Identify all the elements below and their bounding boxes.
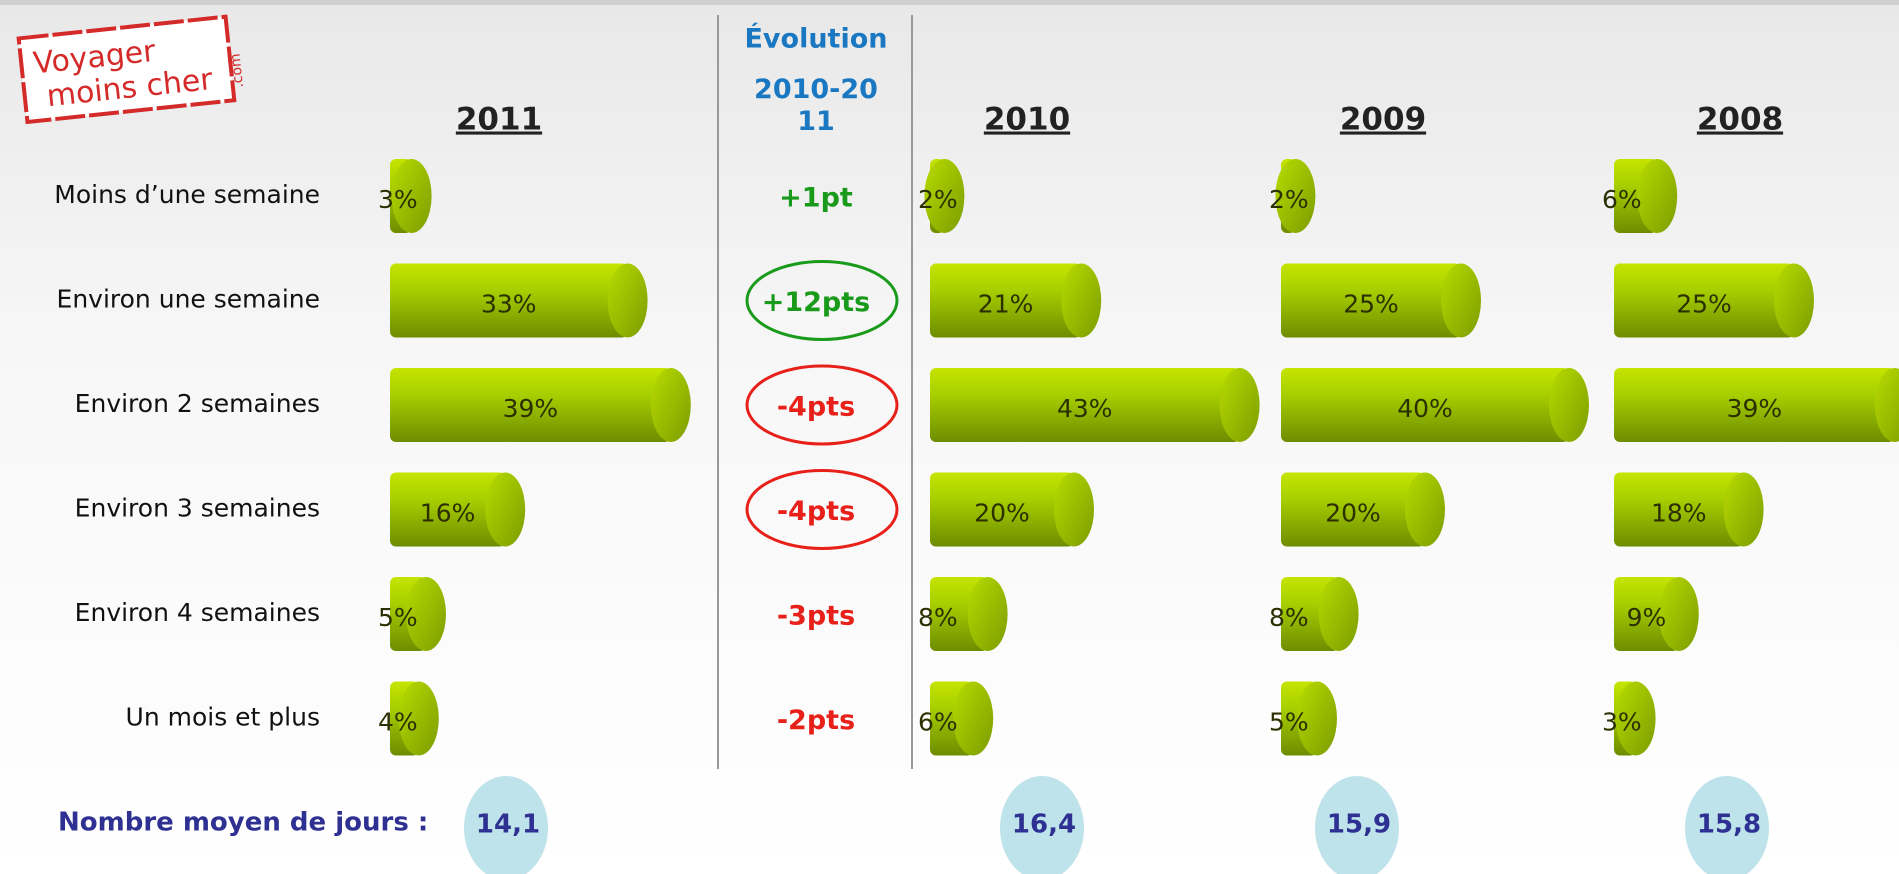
value-label: 6%	[1602, 185, 1642, 214]
category-label: Un mois et plus	[126, 703, 320, 732]
value-label: 39%	[1727, 394, 1783, 423]
logo-frame	[16, 14, 237, 125]
average-bubble	[1685, 776, 1769, 874]
bar-cap	[485, 472, 526, 547]
value-label: 4%	[378, 708, 418, 737]
bar	[1614, 472, 1744, 547]
bar	[930, 368, 1240, 442]
highlight-circle	[745, 260, 899, 341]
bar	[930, 472, 1074, 547]
value-label: 43%	[1057, 394, 1113, 423]
evolution-label: -3pts	[777, 601, 855, 632]
evolution-label: +1pt	[779, 183, 853, 214]
bar-cap	[1637, 159, 1678, 233]
top-strip	[0, 0, 1899, 5]
value-label: 5%	[1269, 708, 1309, 737]
average-label: 15,9	[1327, 810, 1391, 840]
bar-cap	[1774, 263, 1814, 338]
value-label: 2%	[1269, 185, 1309, 214]
panel-title: 2011	[456, 102, 542, 138]
bar-cap	[1061, 263, 1102, 338]
evolution-label: -4pts	[777, 392, 855, 423]
bar-cap	[650, 368, 691, 442]
evolution-label: -2pts	[777, 705, 855, 736]
bar-cap	[1297, 681, 1337, 756]
panel-title: 2008	[1697, 102, 1783, 138]
value-label: 9%	[1627, 603, 1667, 632]
logo: Voyager moins cher .com	[16, 14, 247, 125]
bar	[390, 472, 506, 547]
average-bubble	[464, 776, 548, 874]
bar-cap	[953, 681, 994, 756]
value-label: 33%	[481, 290, 537, 319]
value-label: 2%	[918, 185, 958, 214]
bar-cap	[391, 159, 432, 233]
panel-title: 2009	[1340, 102, 1426, 138]
bar-cap	[1658, 577, 1699, 651]
bar	[1281, 263, 1461, 338]
value-label: 8%	[918, 603, 958, 632]
bar	[930, 263, 1082, 338]
category-label: Environ 3 semaines	[75, 494, 320, 523]
value-label: 5%	[378, 603, 418, 632]
bar	[1281, 472, 1425, 547]
category-label: Environ 4 semaines	[75, 598, 320, 627]
value-label: 40%	[1397, 394, 1453, 423]
average-label: 16,4	[1012, 810, 1076, 840]
bar-cap	[1318, 577, 1359, 651]
bar-cap	[1219, 368, 1260, 442]
bar-cap	[1054, 472, 1094, 547]
category-label: Environ une semaine	[57, 285, 320, 314]
average-bubble	[1315, 776, 1399, 874]
value-label: 6%	[918, 708, 958, 737]
value-label: 8%	[1269, 603, 1309, 632]
bar-cap	[406, 577, 446, 651]
bar-cap	[924, 159, 965, 233]
bar-cap	[1615, 681, 1656, 756]
value-label: 3%	[1602, 708, 1642, 737]
highlight-circle	[745, 364, 899, 446]
bar-cap	[398, 681, 439, 756]
average-bubble	[1000, 776, 1084, 874]
bar-cap	[1874, 368, 1899, 442]
highlight-circle	[745, 469, 899, 550]
bar	[1614, 368, 1895, 442]
value-label: 18%	[1651, 499, 1707, 528]
category-label: Moins d’une semaine	[54, 180, 320, 209]
value-label: 21%	[978, 290, 1034, 319]
bar-cap	[1549, 368, 1589, 442]
bar-cap	[1723, 472, 1764, 547]
evolution-label: +12pts	[762, 287, 871, 318]
evolution-period: 2010-2011	[754, 74, 878, 137]
average-label: 14,1	[476, 810, 540, 840]
panel-title: 2010	[984, 102, 1070, 138]
bar-cap	[607, 263, 648, 338]
value-label: 20%	[1325, 499, 1381, 528]
bar-cap	[967, 577, 1008, 651]
bar-cap	[1441, 263, 1481, 338]
bar	[390, 263, 628, 338]
value-label: 39%	[503, 394, 559, 423]
bar-cap	[1275, 159, 1316, 233]
value-label: 16%	[420, 499, 476, 528]
category-label: Environ 2 semaines	[75, 389, 320, 418]
value-label: 3%	[378, 185, 418, 214]
evolution-title: Évolution	[744, 23, 887, 55]
logo-suffix: .com	[227, 53, 247, 89]
value-label: 25%	[1343, 290, 1399, 319]
evolution-label: -4pts	[777, 496, 855, 527]
bar	[390, 368, 671, 442]
value-label: 25%	[1676, 290, 1732, 319]
bar	[1614, 263, 1794, 338]
average-label: 15,8	[1697, 810, 1761, 840]
average-title: Nombre moyen de jours :	[58, 808, 428, 838]
bar-cap	[1405, 472, 1445, 547]
bar	[1281, 368, 1569, 442]
value-label: 20%	[974, 499, 1030, 528]
